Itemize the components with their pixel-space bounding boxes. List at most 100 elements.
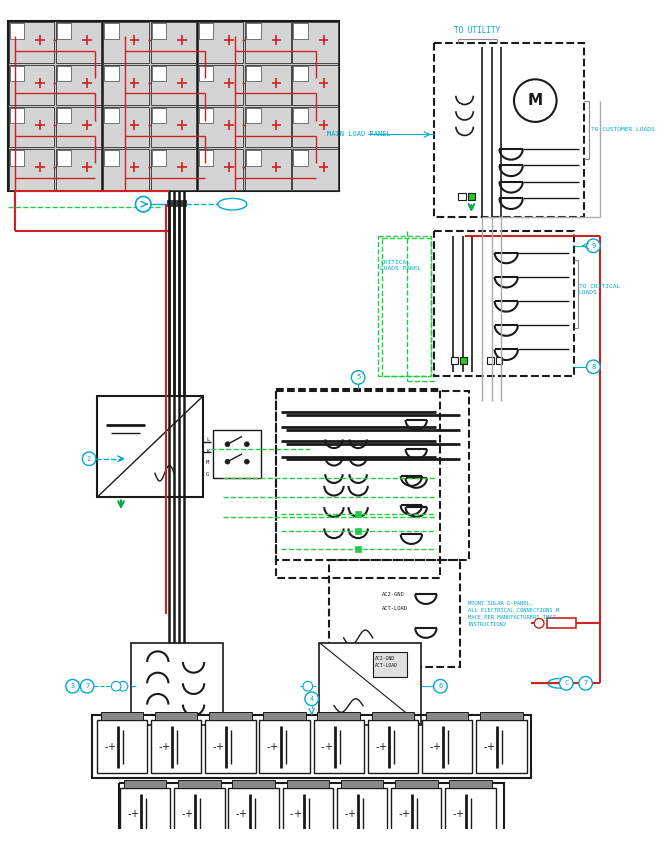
Bar — [155, 712, 197, 720]
Text: +: + — [185, 809, 193, 819]
Bar — [446, 788, 495, 841]
Bar — [151, 108, 166, 123]
Text: +: + — [293, 809, 301, 819]
Bar — [57, 108, 72, 123]
Bar — [56, 107, 102, 147]
Text: 5: 5 — [356, 375, 361, 381]
Bar — [198, 107, 243, 147]
Bar — [382, 238, 431, 376]
Text: 4: 4 — [309, 695, 314, 701]
Circle shape — [305, 692, 319, 706]
Bar — [10, 150, 24, 166]
Text: -: - — [483, 742, 487, 752]
Bar — [292, 107, 338, 147]
Text: 8: 8 — [591, 364, 596, 370]
Text: -: - — [104, 742, 108, 752]
Bar — [97, 720, 147, 773]
Bar — [9, 22, 54, 62]
Bar — [232, 780, 275, 788]
Bar — [245, 107, 291, 147]
Bar — [476, 720, 527, 773]
Bar — [329, 561, 459, 667]
Bar — [459, 357, 467, 364]
Bar — [434, 232, 574, 376]
Bar — [378, 236, 431, 376]
Text: -: - — [321, 742, 325, 752]
Bar — [104, 24, 119, 39]
Circle shape — [82, 452, 96, 466]
Bar — [104, 22, 149, 62]
Circle shape — [560, 676, 573, 690]
Bar — [151, 66, 166, 81]
Bar — [56, 22, 102, 62]
Circle shape — [112, 681, 121, 691]
Bar — [449, 780, 492, 788]
Bar — [246, 150, 261, 166]
Bar — [317, 712, 360, 720]
Bar — [246, 108, 261, 123]
Bar — [199, 150, 213, 166]
Bar — [151, 24, 166, 39]
Text: +: + — [107, 742, 115, 752]
Text: L: L — [207, 437, 209, 442]
Bar — [151, 65, 196, 105]
Bar — [495, 357, 503, 364]
Text: CRITICAL
LOADS PANEL: CRITICAL LOADS PANEL — [380, 260, 422, 271]
Bar — [337, 788, 387, 841]
Bar — [151, 720, 201, 773]
Bar — [283, 788, 333, 841]
Text: 7: 7 — [584, 680, 588, 686]
Circle shape — [225, 442, 230, 446]
Text: +: + — [324, 742, 332, 752]
Bar — [245, 149, 291, 189]
Text: -: - — [398, 809, 402, 819]
Bar — [293, 24, 308, 39]
Bar — [373, 653, 406, 676]
Bar — [131, 642, 222, 725]
Text: -: - — [158, 742, 162, 752]
Bar — [467, 193, 475, 200]
Text: 7: 7 — [85, 683, 89, 690]
Text: -: - — [430, 742, 433, 752]
Bar — [286, 780, 329, 788]
Bar — [151, 149, 196, 189]
Text: C: C — [564, 680, 568, 686]
Bar — [293, 150, 308, 166]
Circle shape — [66, 679, 80, 693]
Bar — [198, 22, 243, 62]
Bar — [368, 720, 418, 773]
Text: G: G — [207, 472, 209, 477]
Text: 6: 6 — [438, 683, 442, 690]
Text: +: + — [401, 809, 409, 819]
Bar — [104, 149, 149, 189]
Bar — [199, 24, 213, 39]
Bar — [10, 66, 24, 81]
Bar — [57, 150, 72, 166]
Bar — [177, 200, 181, 206]
Circle shape — [351, 370, 365, 384]
Text: +: + — [215, 742, 223, 752]
Bar — [372, 712, 414, 720]
Text: -: - — [267, 742, 270, 752]
Bar — [10, 24, 24, 39]
Bar — [292, 65, 338, 105]
Text: MOUNT SOLAR G-PANEL,
ALL ELECTRICAL CONNECTIONS M
MACE PER MANUFACTURERS INST
IN: MOUNT SOLAR G-PANEL, ALL ELECTRICAL CONN… — [467, 600, 558, 626]
Bar — [104, 65, 149, 105]
Bar — [56, 65, 102, 105]
Bar — [434, 43, 584, 216]
Bar — [119, 783, 504, 842]
Bar — [209, 712, 252, 720]
Text: 3: 3 — [70, 683, 75, 690]
Bar — [151, 107, 196, 147]
Bar — [260, 720, 309, 773]
Circle shape — [514, 79, 556, 122]
Circle shape — [303, 681, 313, 691]
Circle shape — [579, 676, 592, 690]
Bar — [199, 66, 213, 81]
Bar — [264, 712, 306, 720]
Circle shape — [535, 619, 544, 628]
Circle shape — [244, 442, 249, 446]
Bar — [124, 780, 167, 788]
Bar — [246, 66, 261, 81]
Bar — [292, 22, 338, 62]
